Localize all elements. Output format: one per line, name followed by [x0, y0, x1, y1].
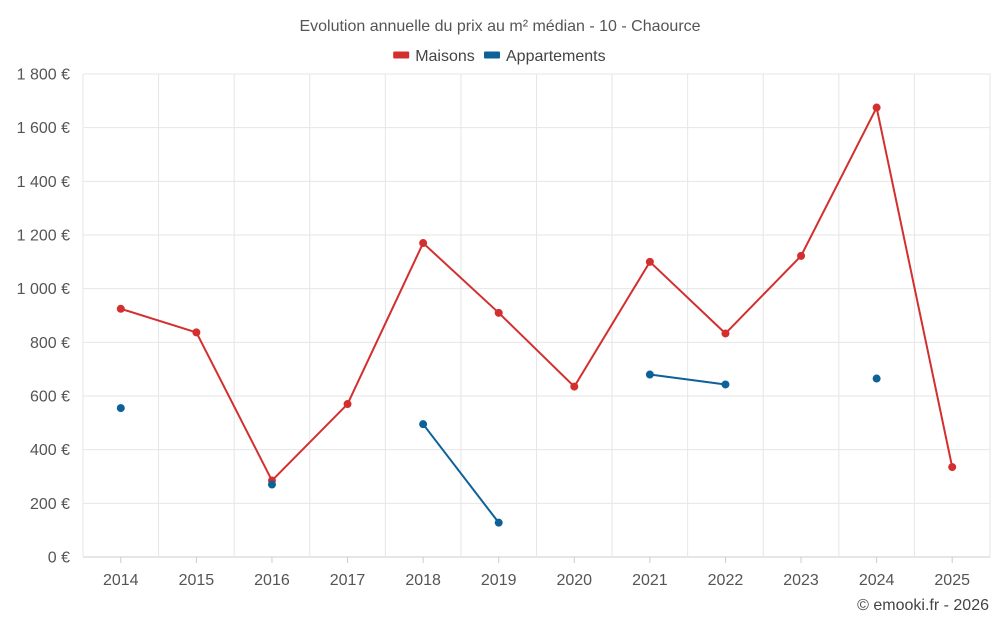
data-point: [570, 382, 579, 391]
x-tick-label: 2014: [103, 572, 139, 589]
data-point: [721, 380, 730, 389]
x-tick-label: 2022: [708, 572, 744, 589]
y-tick-label: 1 800 €: [17, 67, 70, 84]
data-point: [948, 463, 957, 472]
legend: Maisons Appartements: [393, 48, 606, 65]
series-layer: [116, 103, 957, 527]
x-tick-label: 2016: [254, 572, 290, 589]
legend-label: Appartements: [506, 48, 606, 65]
data-point: [721, 329, 730, 338]
x-tick-label: 2023: [783, 572, 819, 589]
data-point: [645, 370, 654, 379]
legend-item: Appartements: [484, 48, 606, 65]
data-point: [419, 239, 428, 248]
data-point: [267, 480, 276, 489]
series-line: [649, 373, 726, 386]
credit-text: © emooki.fr - 2026: [857, 597, 989, 614]
data-point: [116, 404, 125, 413]
series-1: [116, 370, 881, 527]
y-tick-label: 800 €: [30, 335, 70, 352]
chart-title: Evolution annuelle du prix au m² médian …: [299, 18, 700, 35]
x-tick-label: 2021: [632, 572, 668, 589]
x-tick-label: 2025: [934, 572, 970, 589]
legend-swatch: [393, 51, 410, 59]
x-tick-label: 2017: [330, 572, 366, 589]
y-tick-label: 1 600 €: [17, 120, 70, 137]
y-axis: 0 € 200 € 400 € 600 € 800 € 1 000 € 1 200 € 1 4…: [17, 67, 70, 567]
data-point: [645, 257, 654, 266]
data-point: [116, 304, 125, 313]
y-tick-label: 1 200 €: [17, 228, 70, 245]
y-tick-label: 1 000 €: [17, 281, 70, 298]
y-tick-label: 400 €: [30, 442, 70, 459]
data-point: [419, 420, 428, 429]
legend-item: Maisons: [393, 48, 475, 65]
x-tick-label: 2020: [556, 572, 592, 589]
y-tick-label: 0 €: [48, 550, 70, 567]
y-tick-label: 600 €: [30, 389, 70, 406]
x-axis: 2014 2015 2016 2017 2018 2019 2020 2021 2022 2023…: [103, 557, 970, 589]
y-tick-label: 200 €: [30, 496, 70, 513]
data-point: [343, 400, 352, 409]
data-point: [872, 374, 881, 383]
grid: [82, 73, 991, 558]
x-tick-label: 2024: [859, 572, 895, 589]
data-point: [872, 103, 881, 112]
y-tick-label: 1 400 €: [17, 174, 70, 191]
data-point: [797, 251, 806, 260]
series-line: [422, 423, 500, 524]
legend-label: Maisons: [415, 48, 475, 65]
x-tick-label: 2018: [405, 572, 441, 589]
data-point: [494, 518, 503, 527]
legend-swatch: [484, 51, 500, 59]
x-tick-label: 2015: [179, 572, 215, 589]
data-point: [192, 328, 201, 337]
x-tick-label: 2019: [481, 572, 517, 589]
data-point: [494, 308, 503, 317]
series-line: [120, 106, 954, 482]
